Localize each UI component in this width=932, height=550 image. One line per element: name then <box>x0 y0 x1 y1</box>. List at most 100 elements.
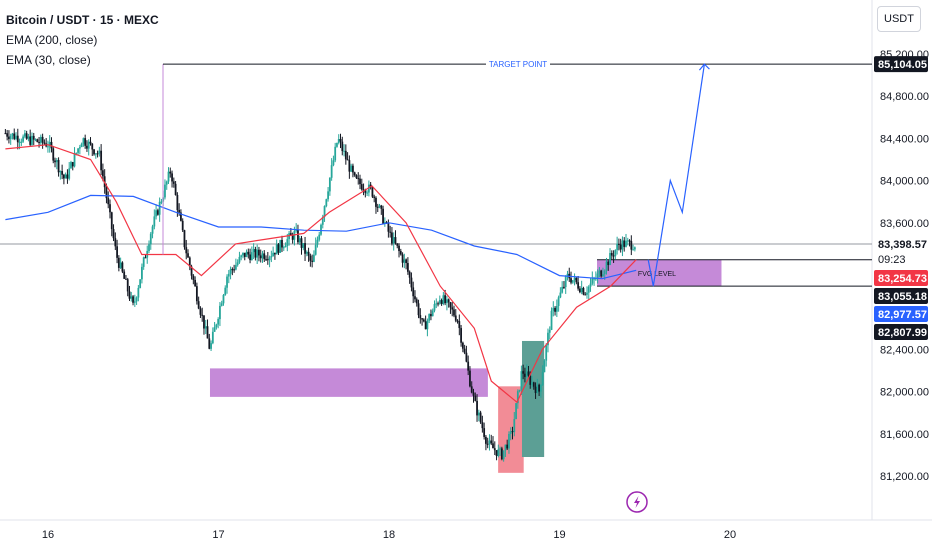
ema-30-legend[interactable]: EMA (30, close) <box>6 53 91 67</box>
candle-body <box>341 141 344 152</box>
candle-body <box>194 279 197 287</box>
candle-body <box>479 412 482 423</box>
x-tick-label: 18 <box>383 529 395 541</box>
candle-body <box>369 184 372 188</box>
candle-body <box>47 146 49 148</box>
candle-body <box>561 286 564 293</box>
candle-body <box>52 148 55 161</box>
candle-body <box>9 135 12 140</box>
candle-body <box>492 443 494 449</box>
candle-body <box>34 139 37 141</box>
candle-body <box>55 159 58 163</box>
candle-body <box>360 184 363 190</box>
candle-body <box>573 277 576 281</box>
candle-body <box>190 266 193 276</box>
candle-body <box>564 276 567 288</box>
candle-body <box>373 196 376 198</box>
candle-body <box>483 428 486 437</box>
candle-body <box>584 294 587 296</box>
candle-body <box>236 262 239 266</box>
candle-body <box>534 386 537 393</box>
candle-body <box>176 194 179 211</box>
candle-body <box>211 331 214 344</box>
candle-body <box>474 395 477 401</box>
symbol-title[interactable]: Bitcoin / USDT · 15 · MEXC <box>6 13 159 27</box>
candle-body <box>596 273 599 279</box>
candle-body <box>187 253 189 258</box>
candle-body <box>625 240 627 247</box>
lightning-icon[interactable] <box>626 491 648 513</box>
candle-body <box>508 434 510 449</box>
candle-body <box>215 324 218 328</box>
candle-body <box>100 150 103 171</box>
candle-body <box>506 444 509 449</box>
candle-body <box>291 235 294 240</box>
candle-body <box>89 141 92 144</box>
candle-body <box>389 231 392 233</box>
ema-200-line <box>5 194 637 280</box>
projection-arrowhead <box>698 63 710 71</box>
candle-body <box>550 310 553 330</box>
candle-body <box>201 314 204 316</box>
candle-body <box>339 139 342 142</box>
candle-body <box>242 252 244 256</box>
candle-body <box>268 257 271 261</box>
candle-body <box>446 299 448 304</box>
candle-body <box>591 278 594 284</box>
candle-body <box>259 255 262 259</box>
candle-body <box>245 251 248 257</box>
candle-body <box>458 321 461 329</box>
candle-body <box>586 292 588 295</box>
candle-body <box>6 133 9 137</box>
candle-body <box>62 174 65 179</box>
candle-body <box>174 183 177 195</box>
candle-body <box>454 315 457 321</box>
candle-body <box>31 135 33 145</box>
candle-body <box>93 149 95 155</box>
candle-body <box>203 315 205 329</box>
candle-body <box>178 210 181 213</box>
time-axis[interactable]: 16 17 18 19 20 <box>42 529 736 541</box>
candle-body <box>96 153 99 155</box>
candle-body <box>132 296 134 303</box>
candle-body <box>513 419 516 433</box>
candle-body <box>619 244 622 250</box>
candle-body <box>224 287 227 296</box>
candle-body <box>515 403 517 420</box>
ema-200-legend[interactable]: EMA (200, close) <box>6 33 98 47</box>
candle-body <box>538 384 541 392</box>
candle-body <box>371 187 374 197</box>
candle-body <box>117 257 120 268</box>
candle-body <box>525 371 528 377</box>
currency-button[interactable]: USDT <box>877 6 921 32</box>
candle-body <box>616 243 619 250</box>
candle-body <box>357 178 360 180</box>
candle-body <box>98 150 101 154</box>
candle-body <box>313 254 315 262</box>
target-label: TARGET POINT <box>489 60 547 69</box>
x-tick-label: 17 <box>212 529 224 541</box>
candle-body <box>467 361 470 371</box>
candle-body <box>554 307 556 312</box>
plot-area[interactable]: FVG LEVEL TARGET POINT <box>0 60 872 513</box>
candle-body <box>183 230 186 248</box>
candle-body <box>86 145 88 149</box>
candle-body <box>488 440 491 444</box>
candle-body <box>440 300 443 304</box>
candle-body <box>465 352 468 362</box>
candle-body <box>70 162 72 169</box>
candle-body <box>628 240 631 242</box>
candle-body <box>578 288 581 293</box>
candle-body <box>91 143 94 150</box>
candle-body <box>298 238 301 243</box>
candle-body <box>43 142 46 144</box>
candle-body <box>405 259 408 264</box>
chart-legend: Bitcoin / USDT · 15 · MEXC EMA (200, clo… <box>6 10 159 70</box>
candle-body <box>204 326 207 329</box>
candle-body <box>408 271 411 278</box>
candle-body <box>430 314 432 317</box>
candle-body <box>451 307 454 310</box>
candle-body <box>39 136 42 143</box>
candle-body <box>532 382 535 387</box>
